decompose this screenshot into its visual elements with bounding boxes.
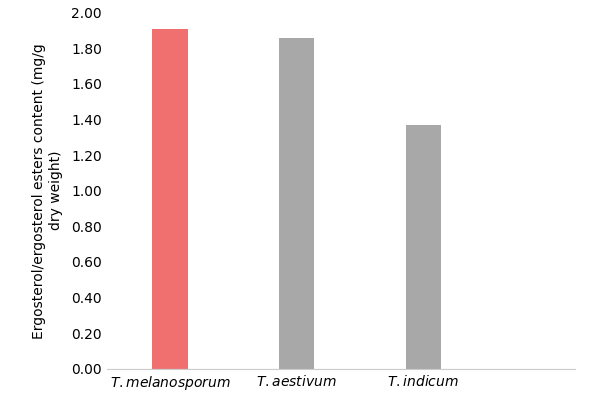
Bar — [406, 125, 441, 369]
Bar — [279, 37, 314, 369]
Bar — [152, 28, 188, 369]
Y-axis label: Ergosterol/ergosterol esters content (mg/g
dry weight): Ergosterol/ergosterol esters content (mg… — [33, 43, 63, 339]
